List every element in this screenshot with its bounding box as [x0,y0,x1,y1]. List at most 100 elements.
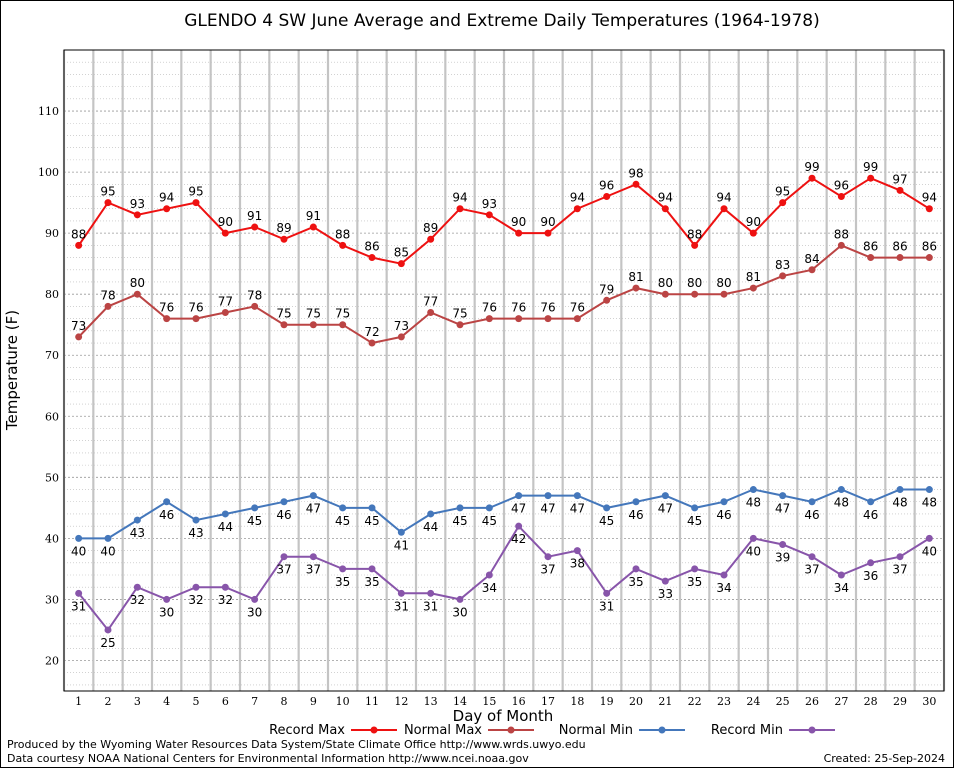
data-point [192,199,200,207]
data-label: 73 [71,319,86,333]
data-point [867,174,875,182]
x-tick-label: 5 [193,695,200,708]
data-label: 89 [423,221,438,235]
x-tick-label: 26 [805,695,819,708]
data-point [221,510,229,518]
data-label: 45 [687,514,702,528]
data-point [75,241,83,249]
x-tick-label: 28 [864,695,878,708]
data-point [603,193,611,201]
data-label: 80 [130,276,145,290]
x-tick-label: 2 [105,695,112,708]
data-point [368,565,376,573]
y-tick-label: 30 [45,593,59,606]
data-point [251,223,259,231]
data-label: 90 [218,215,233,229]
data-label: 99 [863,160,878,174]
data-point [515,492,523,500]
data-label: 73 [394,319,409,333]
data-point [779,272,787,280]
y-tick-label: 20 [45,654,59,667]
data-point [808,174,816,182]
data-point [779,540,787,548]
x-axis-label: Day of Month [453,707,554,725]
data-label: 90 [746,215,761,229]
data-label: 91 [247,209,262,223]
legend-item: Record Max [269,723,397,738]
series-layer: 88 95 93 94 95 90 91 89 91 88 86 85 89 94 93 90 90 94 96 98… [71,160,937,650]
data-point [837,193,845,201]
data-label: 25 [100,636,115,650]
legend-label: Normal Max [404,723,482,738]
x-tick-label: 18 [570,695,584,708]
data-label: 88 [335,227,350,241]
data-point [104,199,112,207]
data-label: 46 [276,508,291,522]
data-point [75,589,83,597]
data-label: 46 [159,508,174,522]
y-tick-label: 90 [45,227,59,240]
data-point [280,498,288,506]
legend-item: Normal Min [559,723,685,738]
data-point [397,333,405,341]
data-point [427,309,435,317]
data-label: 47 [306,502,321,516]
data-point [749,534,757,542]
data-point [896,254,904,262]
data-label: 84 [804,252,819,266]
y-tick-label: 80 [45,288,59,301]
data-point [720,290,728,298]
data-label: 30 [452,605,467,619]
legend-swatch-marker [507,726,515,734]
data-point [163,315,171,323]
data-point [808,266,816,274]
data-label: 94 [159,191,174,205]
x-tick-label: 22 [688,695,702,708]
x-tick-label: 6 [222,695,229,708]
data-label: 45 [452,514,467,528]
data-point [133,583,141,591]
data-label: 41 [394,538,409,552]
x-tick-label: 10 [336,695,350,708]
legend-swatch-marker [808,726,816,734]
data-label: 40 [100,544,115,558]
data-point [251,302,259,310]
x-tick-label: 4 [163,695,170,708]
x-tick-label: 14 [453,695,467,708]
data-point [661,205,669,213]
data-point [749,229,757,237]
data-label: 86 [922,240,937,254]
data-label: 43 [130,526,145,540]
data-label: 47 [540,502,555,516]
data-point [515,315,523,323]
data-point [339,241,347,249]
data-label: 37 [804,563,819,577]
series-normal-min: 40 40 43 46 43 44 45 46 47 45 45 41 44 45 45 47 47 47 45 46… [71,486,937,558]
data-point [896,553,904,561]
y-tick-label: 50 [45,471,59,484]
x-tick-label: 12 [394,695,408,708]
data-label: 75 [335,307,350,321]
data-point [691,504,699,512]
data-label: 81 [746,270,761,284]
data-label: 31 [394,599,409,613]
x-tick-label: 7 [251,695,258,708]
data-label: 86 [863,240,878,254]
data-label: 45 [364,514,379,528]
x-tick-label: 1 [75,695,82,708]
data-label: 48 [746,496,761,510]
data-label: 34 [716,581,731,595]
series-record-min: 31 25 32 30 32 32 30 37 37 35 35 31 31 30 34 42 37 38 31 35… [71,522,937,650]
data-label: 96 [834,179,849,193]
data-label: 32 [188,593,203,607]
data-label: 94 [452,191,467,205]
legend-label: Normal Min [559,723,633,738]
data-point [544,315,552,323]
data-label: 93 [482,197,497,211]
data-label: 77 [423,295,438,309]
data-point [456,504,464,512]
data-label: 91 [306,209,321,223]
data-point [192,315,200,323]
data-point [104,534,112,542]
